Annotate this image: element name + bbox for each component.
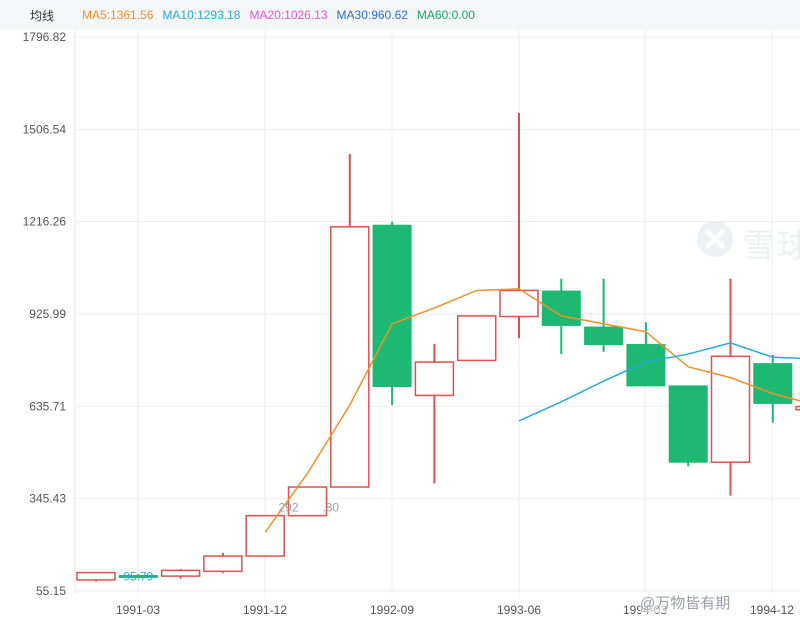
candle-body [118,574,158,578]
candle-body [330,226,370,488]
candle-body [710,355,751,463]
y-tick-label: 925.99 [29,307,66,321]
x-tick-label: 1991-12 [243,603,287,617]
candle-body [456,315,497,362]
candle-body [414,361,455,397]
candle-body [795,405,800,411]
legend-label: 均线 [30,8,55,23]
watermark-logo-icon [697,221,733,257]
legend-ma30[interactable]: MA30:960.62 [336,8,408,22]
y-tick-label: 635.71 [29,399,66,413]
watermark-brand: 雪球 [742,227,800,264]
candle-body [626,344,666,387]
y-tick-label: 1216.26 [23,215,67,229]
x-tick-label: 1993-06 [497,603,541,617]
price-annotation: 95.79 [123,570,153,584]
legend-ma20[interactable]: MA20:1026.13 [249,8,328,22]
legend-ma60[interactable]: MA60:0.00 [416,8,475,22]
footer-credit: @万物皆有期 [640,592,731,613]
y-tick-label: 1506.54 [23,122,67,136]
ma-legend: 均线 MA5:1361.56 MA10:1293.18 MA20:1026.13… [0,0,800,30]
candle-body [245,514,285,557]
x-tick-label: 1994-12 [750,603,794,617]
candle-body [372,224,412,388]
candle-body [203,555,243,573]
legend-ma5[interactable]: MA5:1361.56 [82,8,154,22]
x-tick-label: 1991-03 [116,603,160,617]
ma10-line [518,342,800,422]
y-tick-label: 345.43 [29,492,66,506]
y-tick-label: 1796.82 [23,30,67,44]
ma5-line [264,288,800,533]
y-tick-label: 55.15 [36,584,66,598]
candle-body [668,385,708,463]
x-tick-label: 1992-09 [370,603,414,617]
candle-body [499,289,539,318]
candle-body [76,571,116,581]
legend-ma10[interactable]: MA10:1293.18 [162,8,241,22]
candle-body [584,326,624,346]
price-annotation: 292 [278,501,298,515]
candle-body [160,569,201,577]
price-annotation: .80 [322,501,339,515]
